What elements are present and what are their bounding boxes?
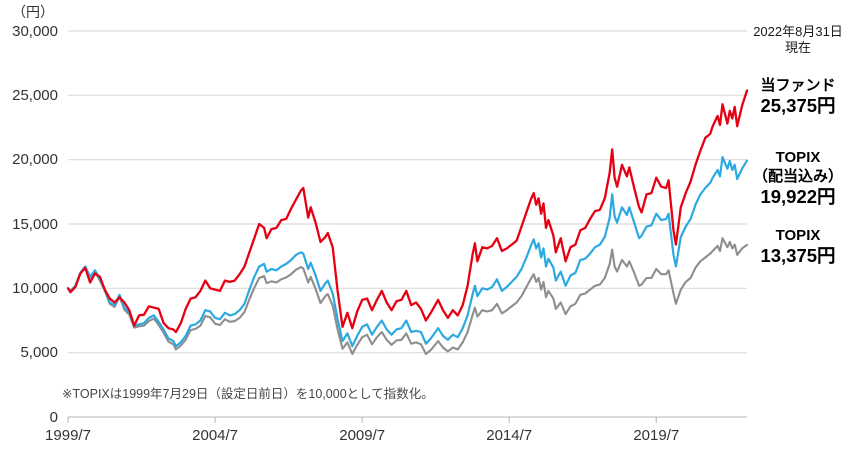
as-of-date: 2022年8月31日 現在 xyxy=(748,24,848,56)
series-line-fund xyxy=(66,89,749,334)
y-axis-label-25000: 25,000 xyxy=(12,86,58,104)
legend-fund-value: 25,375円 xyxy=(760,95,836,116)
x-axis-label-2014/7: 2014/7 xyxy=(486,427,533,444)
y-axis-label-0: 0 xyxy=(49,408,58,426)
y-axis-label-10000: 10,000 xyxy=(12,279,58,297)
footnote-text: ※TOPIXは1999年7月29日（設定日前日）を10,000として指数化。 xyxy=(62,387,434,401)
series-line-topix-dividends xyxy=(66,156,749,348)
legend-topix-name: TOPIX xyxy=(775,227,821,244)
legend-fund-name: 当ファンド xyxy=(760,77,836,94)
y-axis-label-30000: 30,000 xyxy=(12,22,58,40)
legend-topix-dividends-name: TOPIX xyxy=(775,149,821,166)
y-axis-label-5000: 5,000 xyxy=(20,344,58,362)
y-axis-unit-label: （円） xyxy=(12,4,54,20)
series-line-topix xyxy=(66,237,749,356)
legend-fund: 当ファンド 25,375円 xyxy=(748,76,848,117)
x-axis-label-2004/7: 2004/7 xyxy=(192,427,239,444)
legend-topix-dividends-name2: （配当込み） xyxy=(752,168,843,185)
y-axis-label-15000: 15,000 xyxy=(12,215,58,233)
as-of-date-line1: 2022年8月31日 xyxy=(753,24,843,39)
as-of-date-line2: 現在 xyxy=(784,40,811,55)
x-axis-label-2019/7: 2019/7 xyxy=(633,427,680,444)
legend-topix-dividends-value: 19,922円 xyxy=(760,186,836,207)
y-axis-label-20000: 20,000 xyxy=(12,151,58,169)
legend-topix-dividends: TOPIX （配当込み） 19,922円 xyxy=(748,148,848,208)
legend-topix-value: 13,375円 xyxy=(760,245,836,266)
x-axis-label-2009/7: 2009/7 xyxy=(339,427,386,444)
legend-topix: TOPIX 13,375円 xyxy=(748,226,848,267)
x-axis-label-1999/7: 1999/7 xyxy=(45,427,91,444)
